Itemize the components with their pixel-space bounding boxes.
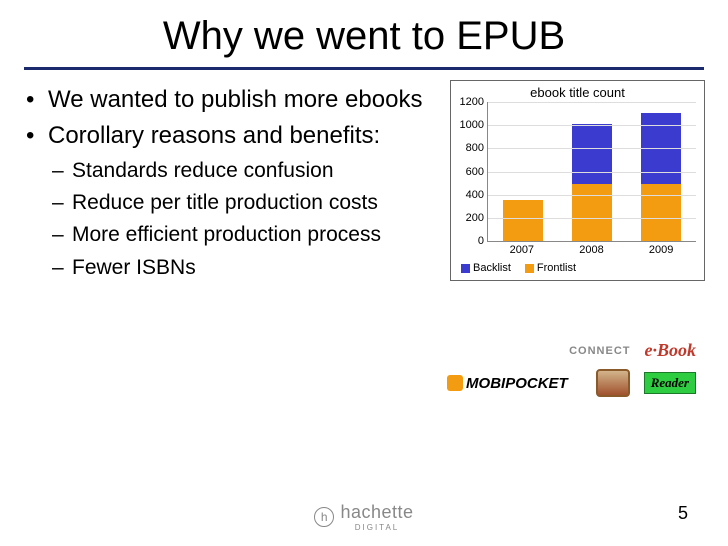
chart-legend-item: Backlist xyxy=(461,262,511,274)
chart-ytick: 1000 xyxy=(460,119,488,131)
sub-bullet-4: Fewer ISBNs xyxy=(48,254,450,282)
chart-ebook-title-count: ebook title count 020040060080010001200 … xyxy=(450,80,705,281)
partner-logos: CONNECT e·Book MOBIPOCKET Reader xyxy=(446,340,696,397)
bullets-column: We wanted to publish more ebooks Corolla… xyxy=(20,78,450,286)
logo-ebook: e·Book xyxy=(645,340,697,361)
sub-bullet-1: Standards reduce confusion xyxy=(48,157,450,185)
logo-mobipocket-text: MOBIPOCKET xyxy=(466,375,568,392)
chart-gridline xyxy=(488,172,696,173)
chart-ytick: 600 xyxy=(466,166,488,178)
bullet-2: Corollary reasons and benefits: Standard… xyxy=(20,120,450,282)
chart-gridline xyxy=(488,102,696,103)
slide-title: Why we went to EPUB xyxy=(0,0,728,67)
chart-bar-segment xyxy=(503,200,543,241)
chart-ytick: 1200 xyxy=(460,96,488,108)
title-underline xyxy=(24,67,704,70)
chart-xtick: 2007 xyxy=(510,244,534,256)
logo-mobipocket: MOBIPOCKET xyxy=(447,375,568,392)
chart-x-axis: 2007 2008 2009 xyxy=(487,244,696,256)
chart-gridline xyxy=(488,195,696,196)
footer-logo: h hachette DIGITAL xyxy=(314,502,413,532)
chart-ytick: 800 xyxy=(466,142,488,154)
logo-connect: CONNECT xyxy=(569,345,630,357)
bullet-2-text: Corollary reasons and benefits: xyxy=(48,122,380,149)
chart-bar-segment xyxy=(641,184,681,241)
footer-sub: DIGITAL xyxy=(340,523,413,532)
footer: h hachette DIGITAL xyxy=(0,502,728,532)
sub-bullet-2: Reduce per title production costs xyxy=(48,189,450,217)
chart-ytick: 200 xyxy=(466,212,488,224)
hachette-icon: h xyxy=(314,507,334,527)
chart-gridline xyxy=(488,125,696,126)
mobipocket-icon xyxy=(447,375,463,391)
chart-bar-segment xyxy=(572,184,612,241)
chart-plot-area: 020040060080010001200 xyxy=(487,102,696,242)
logo-reader: Reader xyxy=(644,372,696,394)
chart-legend-item: Frontlist xyxy=(525,262,576,274)
logo-pocketpc xyxy=(596,369,630,397)
page-number: 5 xyxy=(678,503,688,524)
chart-bar-group xyxy=(503,200,543,241)
chart-ytick: 400 xyxy=(466,189,488,201)
bullet-1: We wanted to publish more ebooks xyxy=(20,84,450,116)
chart-bar-segment xyxy=(572,124,612,184)
footer-brand: hachette xyxy=(340,502,413,522)
chart-gridline xyxy=(488,148,696,149)
chart-bar-group xyxy=(641,113,681,241)
chart-legend-swatch xyxy=(461,264,470,273)
chart-gridline xyxy=(488,218,696,219)
chart-bar-group xyxy=(572,124,612,241)
chart-legend: Backlist Frontlist xyxy=(455,262,700,274)
chart-xtick: 2009 xyxy=(649,244,673,256)
chart-xtick: 2008 xyxy=(579,244,603,256)
chart-ytick: 0 xyxy=(478,235,488,247)
chart-title: ebook title count xyxy=(455,85,700,100)
chart-legend-swatch xyxy=(525,264,534,273)
sub-bullet-3: More efficient production process xyxy=(48,221,450,249)
